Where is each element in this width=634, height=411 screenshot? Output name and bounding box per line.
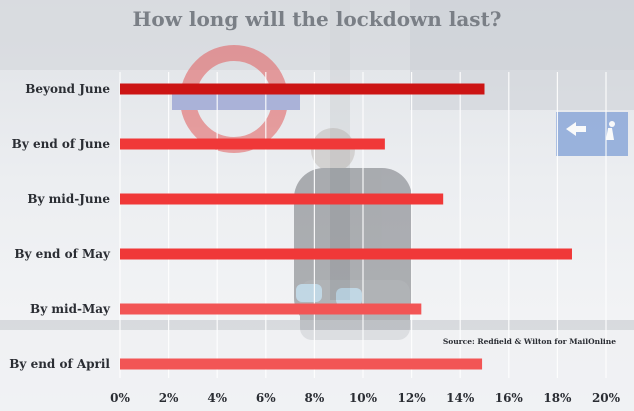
x-tick-label: 4% [207,391,227,405]
bar [120,248,572,260]
category-label: Beyond June [25,82,110,96]
x-tick-label: 8% [305,391,325,405]
category-label: By mid-June [27,192,110,206]
gridlines [119,72,607,378]
bar [120,83,485,95]
category-label: By end of June [12,137,111,151]
category-labels: Beyond June By end of June By mid-June By e… [9,82,111,371]
lift-sign [556,112,628,156]
source-note: Source: Redfield & Wilton for MailOnline [443,337,616,346]
x-tick-label: 2% [159,391,179,405]
x-tick-label: 0% [110,391,130,405]
bars [120,83,572,370]
x-tick-label: 6% [256,391,276,405]
bar [120,193,444,205]
bar [120,358,483,370]
category-label: By end of May [14,247,111,261]
x-tick-label: 16% [495,391,524,405]
x-tick-label: 18% [543,391,572,405]
x-axis-tick-labels: 0% 2% 4% 6% 8% 10% 12% 14% 16% 18% 20% [110,391,621,405]
x-tick-label: 14% [446,391,475,405]
bar [120,138,385,150]
category-label: By mid-May [30,302,111,316]
bar [120,303,422,315]
x-tick-label: 10% [349,391,378,405]
x-tick-label: 12% [398,391,427,405]
x-tick-label: 20% [592,391,621,405]
chart-title: How long will the lockdown last? [132,7,501,31]
category-label: By end of April [9,357,110,371]
